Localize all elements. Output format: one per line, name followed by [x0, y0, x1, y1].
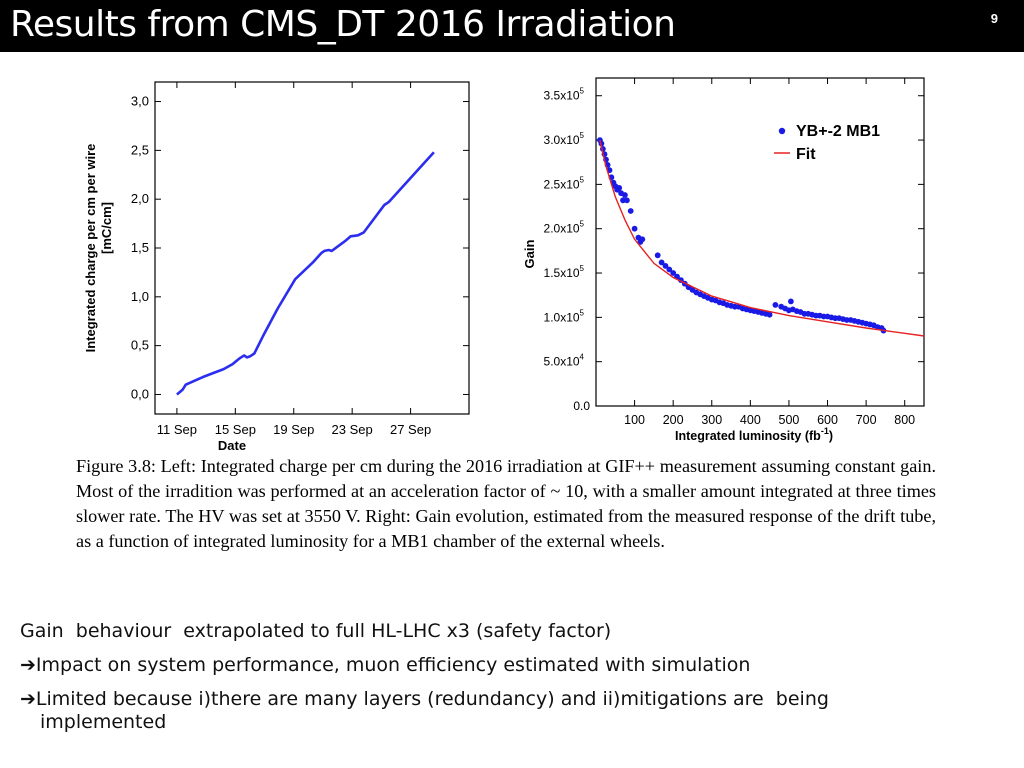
- x-axis-title: Integrated luminosity (fb-1): [675, 426, 833, 443]
- y-tick-label: 2.5x105: [544, 175, 585, 191]
- x-tick-label: 23 Sep: [332, 422, 373, 437]
- y-tick-label: 0,0: [131, 386, 149, 401]
- bullet-continuation: implemented: [40, 711, 167, 733]
- bullet-item: Gain behaviour extrapolated to full HL-L…: [20, 620, 1000, 643]
- x-tick-label: 400: [740, 413, 761, 427]
- x-tick-label: 15 Sep: [215, 422, 256, 437]
- y-axis-unit: [mC/cm]: [99, 202, 114, 254]
- x-axis-title-end: ): [829, 429, 833, 443]
- y-axis-title: Integrated charge per cm per wire: [83, 144, 98, 353]
- legend-label: Fit: [796, 146, 816, 163]
- x-tick-label: 600: [817, 413, 838, 427]
- x-tick-label: 300: [701, 413, 722, 427]
- x-axis-title-superscript: -1: [821, 426, 829, 436]
- x-tick-label: 800: [894, 413, 915, 427]
- y-axis-title: Gain: [522, 239, 537, 268]
- title-bar: Results from CMS_DT 2016 Irradiation 9: [0, 0, 1024, 52]
- bullet-text: Impact on system performance, muon effic…: [35, 654, 751, 676]
- arrow-icon: ➔: [20, 688, 36, 710]
- data-point: [616, 185, 623, 191]
- plot-frame: [154, 81, 470, 415]
- data-point: [639, 236, 646, 243]
- x-tick-label: 700: [856, 413, 877, 427]
- legend-marker-dot: [778, 127, 786, 135]
- x-tick-label: 11 Sep: [157, 422, 197, 437]
- x-tick-label: 500: [779, 413, 800, 427]
- y-tick-exponent: 5: [580, 175, 585, 184]
- bullet-item: ➔Impact on system performance, muon effi…: [20, 654, 1000, 677]
- slide-title: Results from CMS_DT 2016 Irradiation: [10, 4, 676, 45]
- data-point: [624, 197, 630, 204]
- data-point: [627, 208, 634, 214]
- y-tick-label: 2.0x105: [544, 220, 585, 236]
- figure-caption: Figure 3.8: Left: Integrated charge per …: [76, 456, 936, 551]
- data-point: [658, 259, 665, 266]
- y-tick-label: 3.5x105: [544, 87, 585, 103]
- fit-line: [599, 139, 925, 337]
- y-tick-label: 0,5: [131, 338, 149, 353]
- y-tick-exponent: 5: [580, 131, 585, 140]
- slide-number: 9: [990, 11, 998, 26]
- y-tick-label: 1,0: [131, 289, 149, 304]
- data-point: [772, 302, 779, 308]
- bullet-item: ➔Limited because i)there are many layers…: [20, 688, 1000, 734]
- gain-vs-luminosity-chart: 0.0 5.0x104 1.0x105 1.5x105 2.0x105 2.5x105 3.…: [522, 77, 925, 443]
- legend-label: YB+-2 MB1: [796, 123, 880, 140]
- y-tick-label: 3.0x105: [544, 131, 585, 147]
- plot-frame: [595, 77, 925, 407]
- integrated-charge-chart: 0,0 0,5 1,0 1,5 2,0 2,5 3,0 11 Sep 15 Sep 19 Sep 2…: [83, 81, 470, 453]
- y-tick-label: 1,5: [131, 240, 149, 255]
- bullet-list: Gain behaviour extrapolated to full HL-L…: [20, 620, 1000, 745]
- y-tick-label: 5.0x104: [544, 353, 585, 369]
- arrow-icon: ➔: [20, 654, 36, 676]
- data-point: [766, 311, 773, 318]
- data-point: [662, 263, 669, 269]
- y-tick-label: 1.5x105: [544, 264, 585, 280]
- y-tick-exponent: 5: [580, 220, 585, 229]
- x-tick-label: 100: [624, 413, 645, 427]
- data-point: [631, 225, 638, 232]
- data-point: [654, 252, 661, 259]
- y-tick-label: 3,0: [131, 94, 149, 109]
- bullet-text: Gain behaviour extrapolated to full HL-L…: [20, 620, 612, 642]
- y-tick-label: 1.0x105: [544, 308, 585, 324]
- y-tick-label: 2,0: [131, 191, 149, 206]
- bullet-text: Limited because i)there are many layers …: [35, 688, 829, 710]
- charge-series-line: [176, 151, 435, 396]
- data-point: [788, 298, 794, 305]
- data-point: [622, 192, 628, 198]
- y-tick-exponent: 5: [580, 264, 585, 273]
- x-axis-title: Date: [218, 438, 246, 453]
- data-point: [666, 266, 673, 273]
- y-tick-label: 0.0: [573, 399, 590, 413]
- y-tick-exponent: 4: [580, 353, 585, 362]
- data-point: [670, 270, 677, 276]
- x-tick-label: 19 Sep: [273, 422, 314, 437]
- y-tick-exponent: 5: [580, 308, 585, 317]
- y-tick-label: 2,5: [131, 142, 149, 157]
- y-tick-exponent: 5: [580, 87, 585, 96]
- x-tick-label: 27 Sep: [390, 422, 431, 437]
- x-tick-label: 200: [663, 413, 684, 427]
